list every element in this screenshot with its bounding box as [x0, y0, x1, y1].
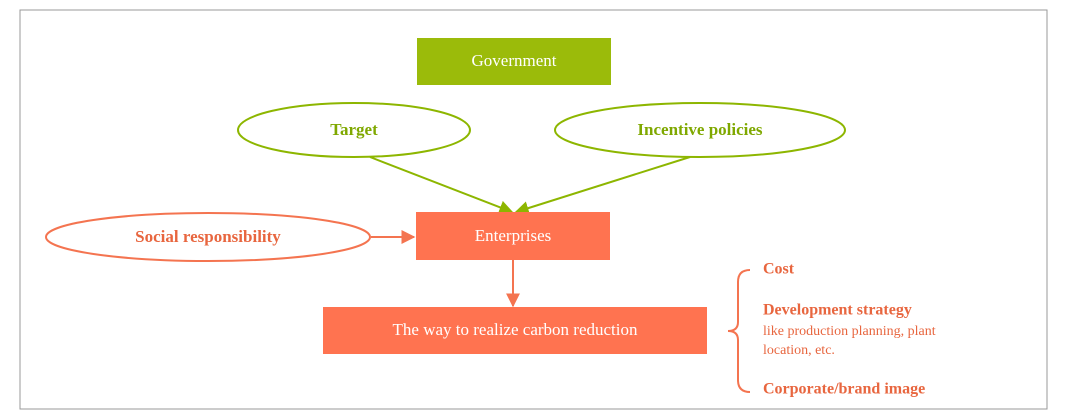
social-label: Social responsibility: [135, 227, 281, 246]
enterprises-label: Enterprises: [475, 226, 551, 245]
brace: [727, 269, 751, 393]
target-label: Target: [330, 120, 378, 139]
arrow: [369, 156, 514, 214]
factor-title: Cost: [763, 261, 795, 278]
frame: [19, 9, 1048, 410]
government-label: Government: [472, 51, 557, 70]
incentive-label: Incentive policies: [637, 120, 763, 139]
incentive-ellipse: [554, 102, 846, 158]
target-ellipse: [237, 102, 471, 158]
way-box: [323, 307, 707, 354]
arrow: [514, 156, 691, 215]
enterprises-box: [416, 212, 610, 260]
factor-title: Corporate/brand image: [763, 381, 925, 398]
government-box: [417, 38, 611, 85]
factor-detail: location, etc.: [763, 343, 835, 358]
factor-detail: like production planning, plant: [763, 324, 936, 339]
social-ellipse: [45, 212, 371, 262]
way-label: The way to realize carbon reduction: [393, 320, 638, 339]
factor-title: Development strategy: [763, 302, 912, 319]
